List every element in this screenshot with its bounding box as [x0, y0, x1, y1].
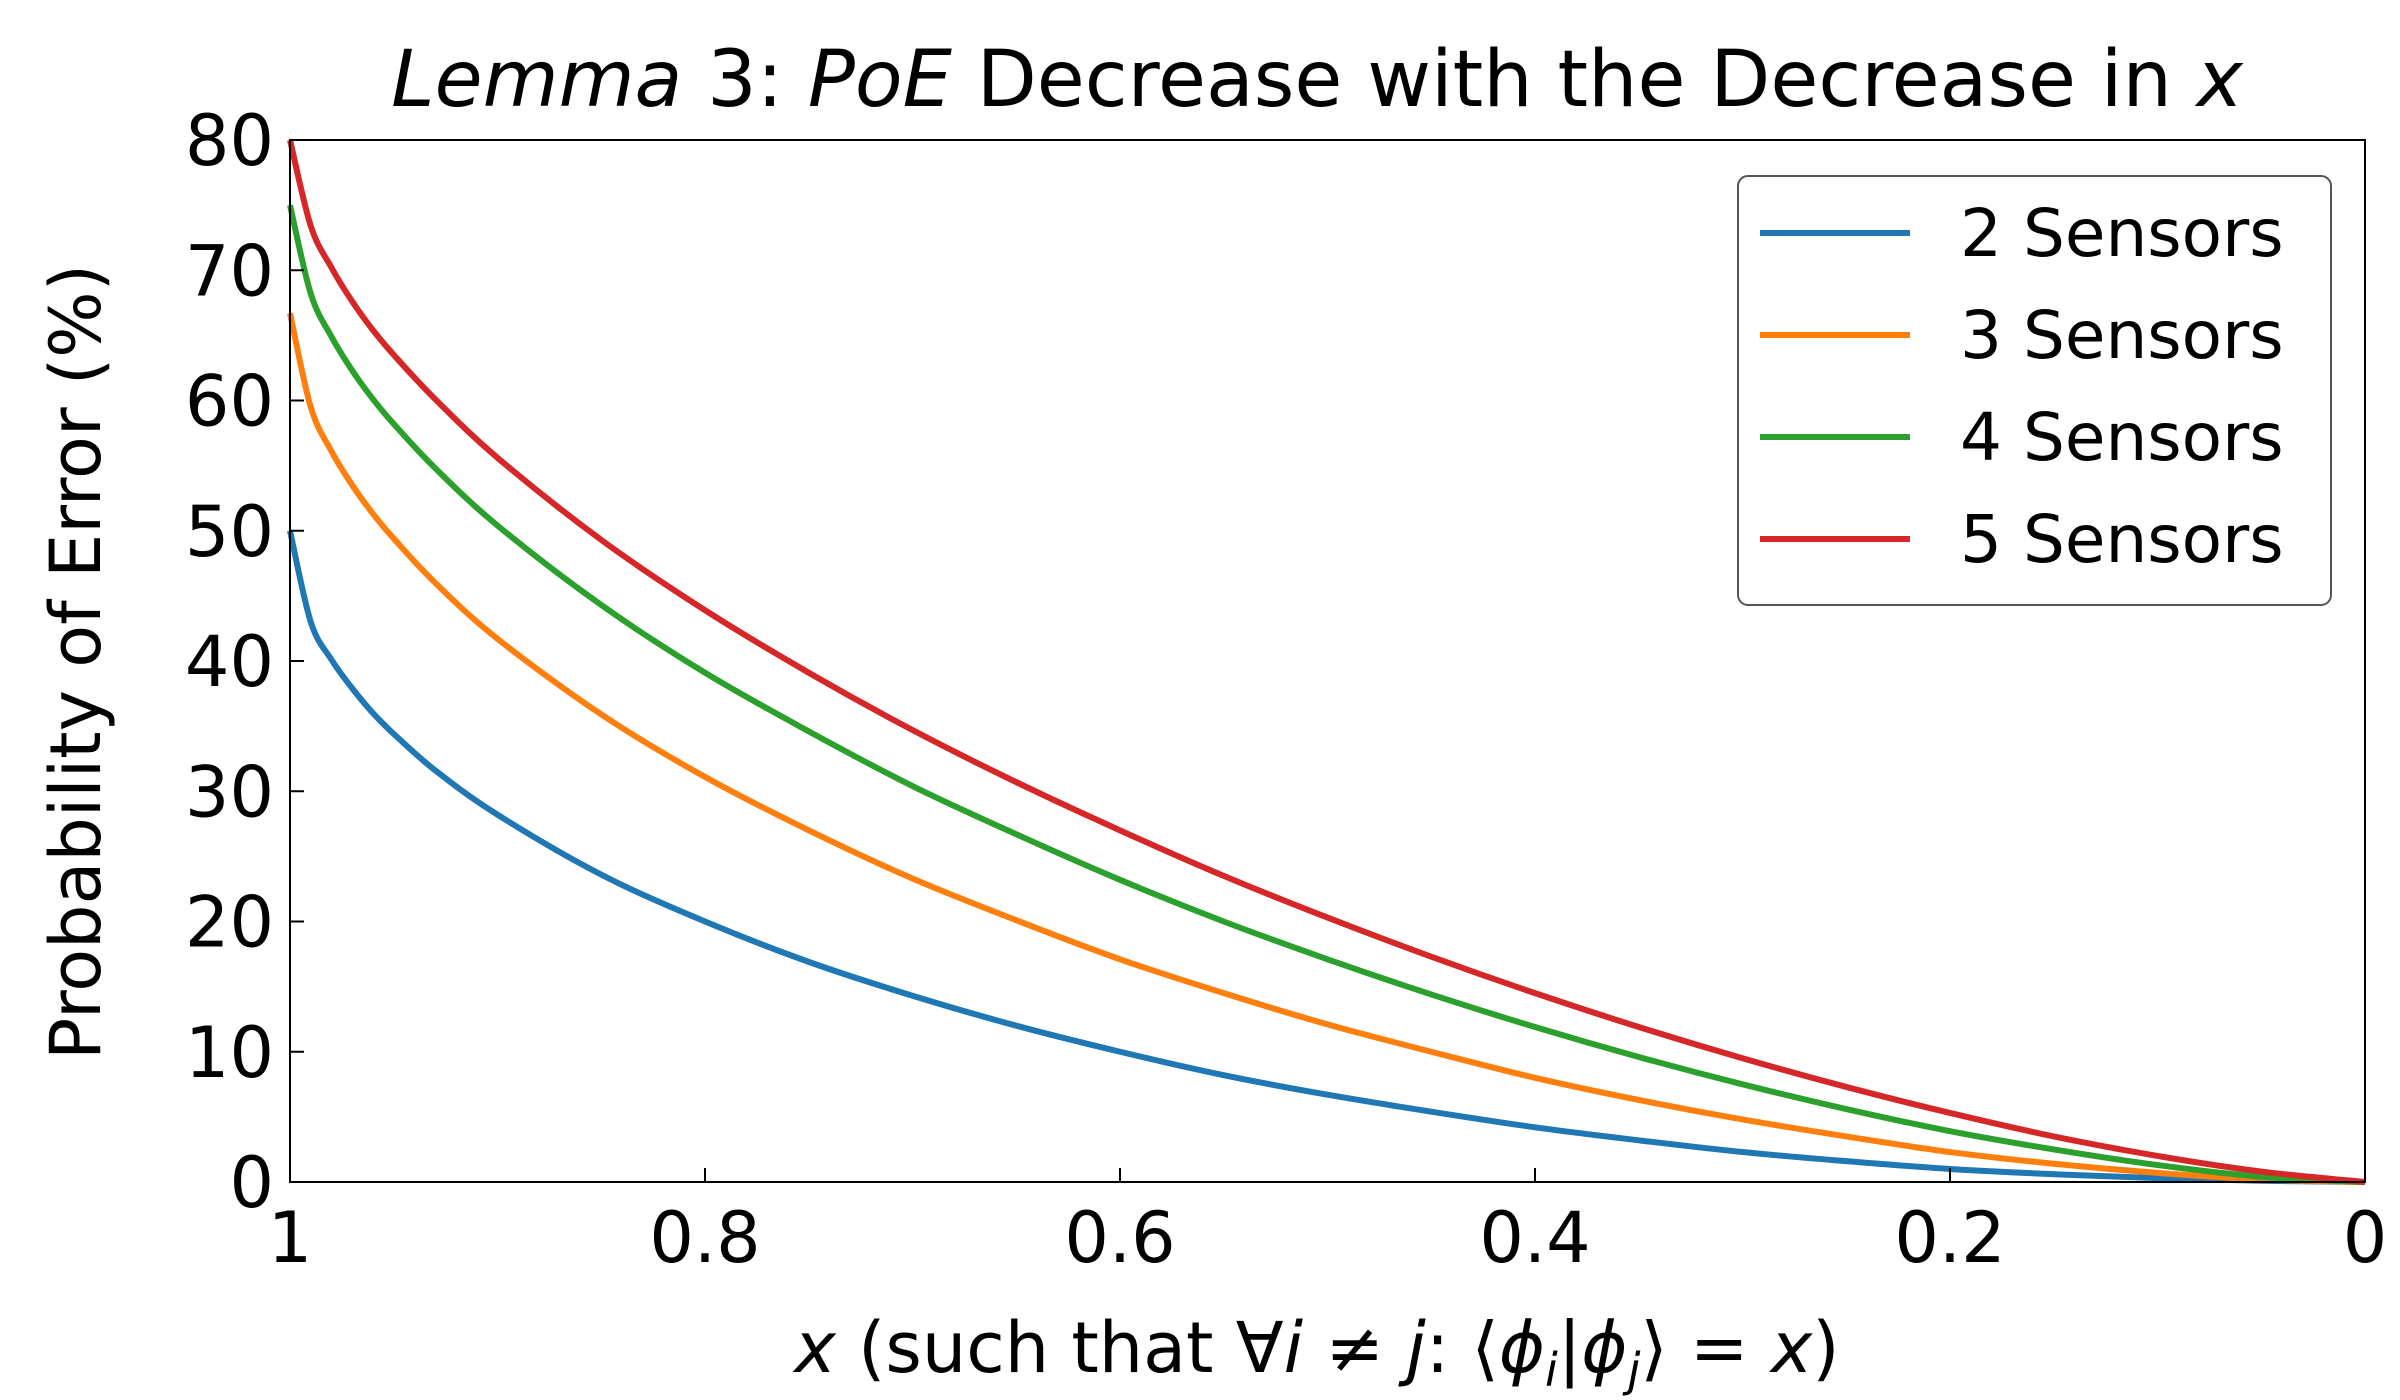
- series-line-2-sensors: [287, 530, 2366, 1185]
- y-axis-label: Probability of Error (%): [35, 264, 117, 1060]
- title-poe: PoE: [808, 35, 953, 125]
- title-rest: Decrease with the Decrease in: [952, 35, 2197, 125]
- x-tick-label: 1: [268, 1197, 313, 1279]
- x-tick-label: 0.2: [1894, 1197, 2005, 1279]
- y-tick-label: 0: [229, 1142, 274, 1224]
- legend-label: 2 Sensors: [1960, 195, 2284, 272]
- legend-label: 3 Sensors: [1960, 297, 2284, 374]
- series-line-4-sensors: [287, 204, 2366, 1185]
- x-tick-label: 0.4: [1479, 1197, 1590, 1279]
- y-tick-label: 60: [185, 361, 274, 443]
- x-tick-label: 0: [2343, 1197, 2388, 1279]
- axes-frame: [289, 139, 2366, 1183]
- title-x: x: [2194, 35, 2244, 125]
- x-axis-label: x (such that ∀i ≠ j: ⟨ϕi|ϕj⟩ = x): [792, 1307, 1839, 1397]
- series-line-3-sensors: [287, 312, 2366, 1185]
- y-tick-label: 20: [185, 882, 274, 964]
- x-tick-label: 0.6: [1064, 1197, 1175, 1279]
- title-number: 3:: [682, 35, 808, 125]
- y-tick-label: 70: [185, 230, 274, 312]
- title-lemma: Lemma: [391, 35, 682, 125]
- y-tick-label: 50: [185, 491, 274, 573]
- legend-box: [1737, 175, 2332, 606]
- y-tick-label: 40: [185, 621, 274, 703]
- axis-ticks: 1 0.8 0.6 0.4 0.2 0 0 10 20 30 40 50 60 70 80: [185, 100, 2387, 1279]
- legend: 2 Sensors 3 Sensors 4 Sensors 5 Sensors: [1737, 175, 2332, 606]
- chart-title: Lemma 3: PoE Decrease with the Decrease …: [391, 35, 2244, 125]
- x-tick-label: 0.8: [649, 1197, 760, 1279]
- y-tick-label: 10: [185, 1012, 274, 1094]
- series-line-5-sensors: [287, 139, 2366, 1185]
- y-tick-label: 80: [185, 100, 274, 182]
- y-tick-label: 30: [185, 751, 274, 833]
- legend-label: 5 Sensors: [1960, 501, 2284, 578]
- legend-label: 4 Sensors: [1960, 399, 2284, 476]
